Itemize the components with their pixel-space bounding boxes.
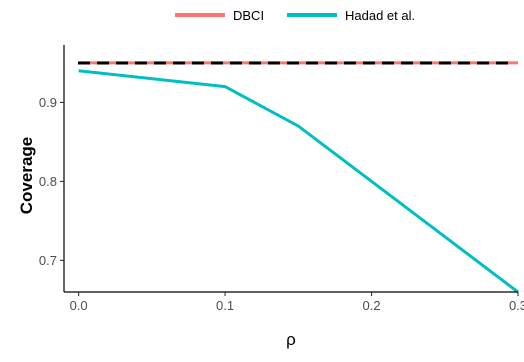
plot-area	[78, 61, 519, 294]
x-axis-title: ρ	[286, 330, 296, 349]
x-axis-ticks: 0.0 0.1 0.2 0.3	[70, 292, 524, 313]
legend-label-hadad: Hadad et al.	[345, 8, 415, 23]
legend-item-hadad: Hadad et al.	[287, 8, 415, 23]
y-tick-label: 0.7	[39, 253, 57, 268]
y-tick-label: 0.8	[39, 174, 57, 189]
legend: DBCI Hadad et al.	[175, 8, 415, 23]
legend-item-dbci: DBCI	[175, 8, 264, 23]
y-axis-ticks: 0.7 0.8 0.9	[39, 95, 64, 268]
legend-label-dbci: DBCI	[233, 8, 264, 23]
x-tick-label: 0.1	[216, 298, 234, 313]
y-tick-label: 0.9	[39, 95, 57, 110]
y-axis-title: Coverage	[17, 137, 36, 214]
x-tick-label: 0.0	[70, 298, 88, 313]
x-tick-label: 0.3	[509, 298, 524, 313]
series-line-hadad	[78, 69, 519, 294]
x-tick-label: 0.2	[363, 298, 381, 313]
series-layer	[78, 61, 519, 294]
